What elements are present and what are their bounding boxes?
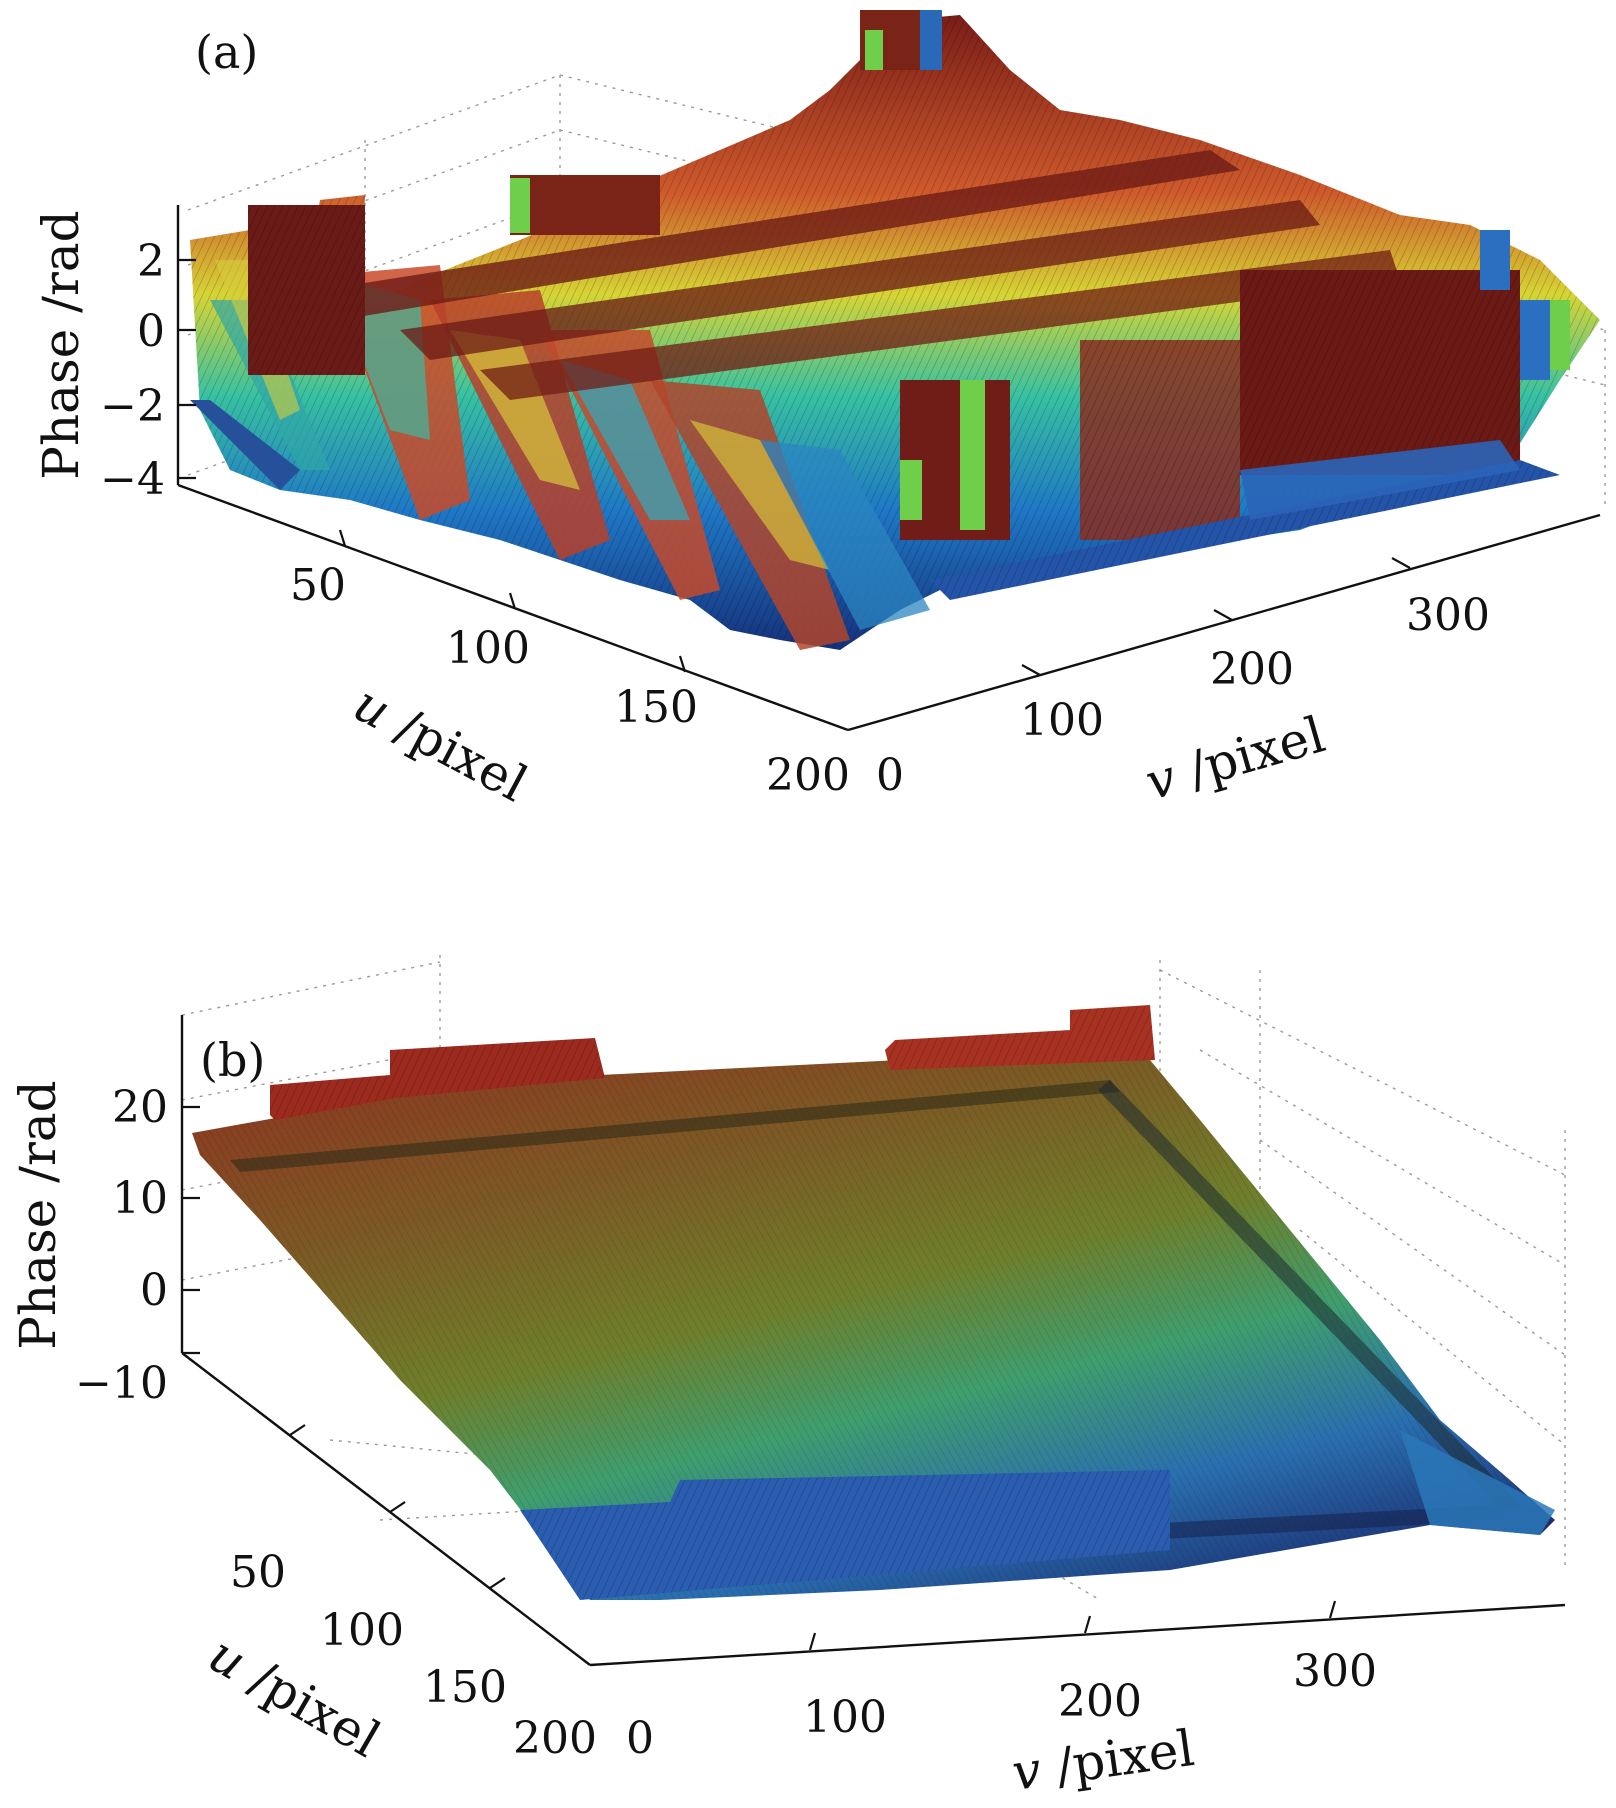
- panel-a-z-tick-label: 2: [137, 236, 165, 287]
- panel-b-u-tick-label: 150: [423, 1662, 507, 1713]
- panel-b-v-tick-label: 300: [1293, 1646, 1377, 1697]
- panel-b-u-tick-label: 100: [320, 1605, 404, 1656]
- panel-b-u-tick-label: 200: [513, 1713, 597, 1764]
- panel-a-v-unit: /pixel: [1166, 705, 1331, 803]
- panel-b-v-unit: /pixel: [1037, 1719, 1198, 1798]
- panel-b-label: (b): [200, 1033, 265, 1087]
- panel-a-z-tick-labels: 2 0 −2 −4: [100, 236, 165, 505]
- panel-a-axes: [176, 205, 1601, 732]
- panel-a-u-tick-label: 50: [290, 560, 346, 611]
- panel-a-v-tick-label: 200: [1210, 644, 1294, 695]
- panel-a-v-tick-label: 0: [876, 750, 904, 801]
- panel-b-z-tick-label: 10: [112, 1173, 168, 1224]
- panel-a-v-tick-label: 300: [1406, 590, 1490, 641]
- panel-a-u-axis: [177, 483, 849, 732]
- panel-b-v-label: v /pixel: [1009, 1719, 1198, 1802]
- panel-a-surface: [190, 10, 1600, 650]
- panel-a-z-tick-label: −4: [100, 454, 165, 505]
- panel-a-z-tick-label: 0: [137, 306, 165, 357]
- panel-a-ticks: [178, 258, 1411, 676]
- panel-b-v-axis: [589, 1603, 1566, 1667]
- panel-b-u-tick-labels: 50 100 150 200: [230, 1547, 597, 1764]
- panel-a-u-label: u /pixel: [344, 674, 536, 813]
- panel-b-z-tick-label: 0: [140, 1265, 168, 1316]
- panel-b-z-tick-label: −10: [75, 1358, 168, 1409]
- panel-a-u-tick-label: 100: [446, 623, 530, 674]
- panel-a-v-tick-labels: 0 100 200 300: [876, 590, 1490, 801]
- panel-b-u-axis: [181, 1352, 591, 1666]
- panel-a-label: (a): [195, 25, 258, 79]
- panel-a-u-tick-labels: 50 100 150 200: [290, 560, 850, 801]
- panel-b-u-unit: /pixel: [227, 1641, 390, 1768]
- panel-a-v-label: v /pixel: [1139, 705, 1331, 811]
- panel-a-z-tick-label: −2: [100, 381, 165, 432]
- panel-b-ticks: [182, 1105, 1337, 1651]
- panel-a-z-label: Phase /rad: [32, 210, 90, 479]
- panel-b: 20 10 0 −10 50 100 150 200 0 100 200 300…: [9, 955, 1566, 1802]
- panel-a-v-tick-label: 100: [1020, 695, 1104, 746]
- panel-b-v-tick-label: 100: [803, 1692, 887, 1743]
- panel-b-z-tick-label: 20: [112, 1082, 168, 1133]
- panel-a-v-axis: [847, 513, 1601, 732]
- panel-a-u-tick-label: 200: [766, 750, 850, 801]
- panel-a: 2 0 −2 −4 50 100 150 200 0 100 200 300 P…: [32, 10, 1606, 813]
- panel-b-surface: [192, 1005, 1555, 1600]
- panel-b-v-tick-label: 200: [1058, 1676, 1142, 1727]
- panel-b-v-tick-label: 0: [626, 1713, 654, 1764]
- panel-a-u-tick-label: 150: [614, 682, 698, 733]
- panel-b-z-label: Phase /rad: [9, 1080, 67, 1349]
- panel-b-axes: [180, 1015, 1566, 1667]
- panel-b-z-tick-labels: 20 10 0 −10: [75, 1082, 168, 1409]
- panel-a-u-unit: /pixel: [373, 690, 537, 814]
- panel-b-v-tick-labels: 0 100 200 300: [626, 1646, 1377, 1764]
- panel-b-u-tick-label: 50: [230, 1547, 286, 1598]
